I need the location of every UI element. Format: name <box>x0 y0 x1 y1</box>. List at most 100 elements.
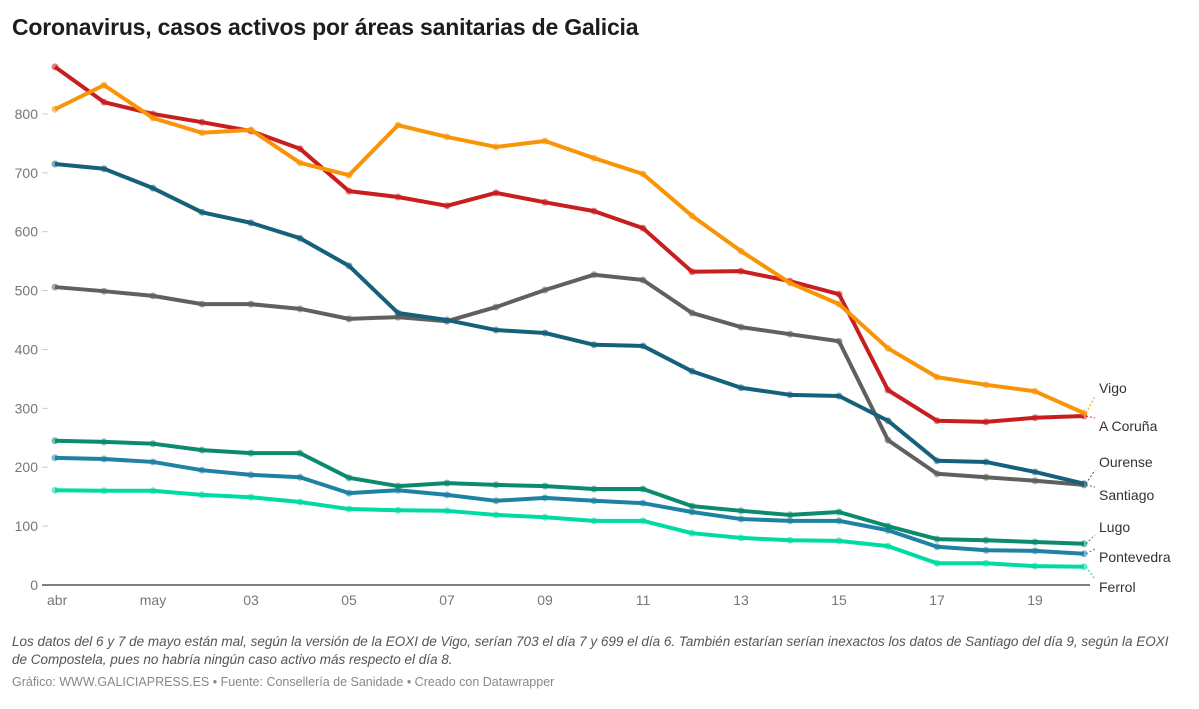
data-point <box>149 184 157 192</box>
data-point <box>492 303 500 311</box>
data-point <box>492 143 500 151</box>
data-point <box>639 499 647 507</box>
data-point <box>639 170 647 178</box>
data-point <box>590 207 598 215</box>
data-point <box>982 536 990 544</box>
data-point <box>835 300 843 308</box>
data-point <box>492 497 500 505</box>
data-point <box>786 279 794 287</box>
x-tick-label: 13 <box>733 592 749 608</box>
data-point <box>737 247 745 255</box>
data-point <box>982 546 990 554</box>
data-point <box>737 507 745 515</box>
data-point <box>394 482 402 490</box>
y-tick-label: 200 <box>15 459 39 475</box>
data-point <box>247 126 255 134</box>
label-connector <box>1085 415 1096 419</box>
data-point <box>835 537 843 545</box>
data-point <box>149 292 157 300</box>
chart-credit: Gráfico: WWW.GALICIAPRESS.ES • Fuente: C… <box>12 675 555 689</box>
data-point <box>688 502 696 510</box>
series-line-ourense <box>54 162 1085 486</box>
series-line-pontevedra <box>54 455 1085 556</box>
data-point <box>786 511 794 519</box>
data-point <box>590 271 598 279</box>
data-point <box>100 165 108 173</box>
data-point <box>737 267 745 275</box>
data-point <box>1080 480 1088 488</box>
series-line-santiago <box>54 272 1085 487</box>
data-point <box>100 98 108 106</box>
label-connector <box>1085 395 1096 414</box>
data-point <box>198 129 206 137</box>
data-point <box>541 198 549 206</box>
data-point <box>1080 409 1088 417</box>
data-point <box>443 479 451 487</box>
series-label: Ourense <box>1099 454 1153 470</box>
data-point <box>688 309 696 317</box>
data-point <box>394 193 402 201</box>
data-point <box>835 392 843 400</box>
data-point <box>639 342 647 350</box>
data-point <box>394 121 402 129</box>
data-point <box>296 498 304 506</box>
series-label: Pontevedra <box>1099 549 1171 565</box>
data-point <box>345 315 353 323</box>
y-tick-label: 300 <box>15 400 39 416</box>
data-point <box>688 508 696 516</box>
data-point <box>247 471 255 479</box>
data-point <box>443 202 451 210</box>
data-point <box>639 517 647 525</box>
series-line-vigo <box>54 83 1085 415</box>
x-tick-label: 17 <box>929 592 945 608</box>
data-point <box>933 559 941 567</box>
data-point <box>786 536 794 544</box>
data-point <box>296 159 304 167</box>
data-point <box>933 417 941 425</box>
label-connector <box>1085 484 1096 488</box>
x-tick-label: 09 <box>537 592 553 608</box>
data-point <box>296 305 304 313</box>
data-point <box>737 323 745 331</box>
x-tick-label: 03 <box>243 592 259 608</box>
y-tick-label: 400 <box>15 341 39 357</box>
data-point <box>296 449 304 457</box>
data-point <box>884 542 892 550</box>
series-line-lugo <box>54 438 1085 546</box>
data-point <box>884 522 892 530</box>
data-point <box>296 234 304 242</box>
data-point <box>590 154 598 162</box>
data-point <box>835 290 843 298</box>
data-point <box>737 534 745 542</box>
data-point <box>51 486 59 494</box>
label-connector <box>1085 566 1096 580</box>
data-point <box>149 114 157 122</box>
series-line-a-coruña <box>53 65 1085 424</box>
data-point <box>198 208 206 216</box>
data-point <box>639 485 647 493</box>
data-point <box>541 329 549 337</box>
data-point <box>492 326 500 334</box>
label-connector <box>1085 469 1096 485</box>
label-connector <box>1085 534 1096 545</box>
series-line-ferrol <box>54 488 1085 569</box>
data-point <box>982 458 990 466</box>
line-chart: 0 100 200 300 400 500 600 700 800 abr may 03 05 07 09… <box>15 63 1171 608</box>
data-point <box>737 515 745 523</box>
label-connector <box>1085 548 1096 555</box>
y-tick-label: 0 <box>30 577 38 593</box>
data-point <box>1031 387 1039 395</box>
x-tick-label: 07 <box>439 592 455 608</box>
data-point <box>51 63 59 71</box>
data-point <box>688 529 696 537</box>
y-tick-label: 500 <box>15 283 39 299</box>
data-point <box>884 386 892 394</box>
data-point <box>688 268 696 276</box>
data-point <box>884 344 892 352</box>
data-point <box>982 418 990 426</box>
y-axis: 0 100 200 300 400 500 600 700 800 <box>15 106 48 593</box>
x-tick-label: may <box>140 592 166 608</box>
series-lines <box>51 63 1088 571</box>
data-point <box>345 187 353 195</box>
data-point <box>492 511 500 519</box>
